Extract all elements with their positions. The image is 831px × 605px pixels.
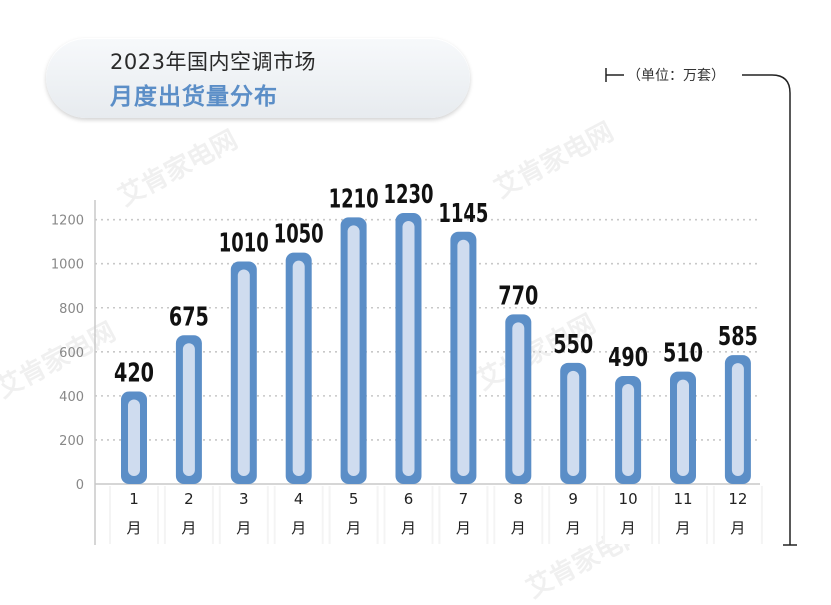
x-tick-label: 9 bbox=[568, 490, 578, 508]
x-tick-label: 4 bbox=[294, 490, 304, 508]
x-tick-label-unit: 月 bbox=[566, 519, 581, 537]
x-tick-label-unit: 月 bbox=[181, 519, 196, 537]
data-label: 1050 bbox=[274, 220, 324, 250]
x-tick-label: 11 bbox=[673, 490, 692, 508]
bar-highlight bbox=[731, 363, 744, 476]
x-tick-label: 12 bbox=[728, 490, 747, 508]
category-tab-inner bbox=[605, 486, 652, 544]
x-tick-label-unit: 月 bbox=[291, 519, 306, 537]
y-tick-label: 0 bbox=[76, 478, 84, 493]
category-tab-inner bbox=[660, 486, 706, 544]
x-tick-label: 1 bbox=[129, 490, 139, 508]
title-pill bbox=[46, 38, 470, 118]
data-label: 510 bbox=[663, 339, 703, 369]
category-tab-inner bbox=[550, 486, 597, 544]
bar-highlight bbox=[457, 239, 470, 476]
x-tick-label: 3 bbox=[239, 490, 249, 508]
unit-bracket bbox=[605, 68, 797, 546]
category-tab-inner bbox=[330, 486, 377, 544]
data-label: 490 bbox=[608, 343, 648, 373]
category-tab-inner bbox=[220, 486, 267, 544]
category-tab-inner bbox=[440, 486, 487, 544]
x-tick-label: 5 bbox=[349, 490, 359, 508]
category-tab-inner bbox=[385, 486, 432, 544]
bar-highlight bbox=[677, 379, 689, 476]
y-tick-label: 200 bbox=[59, 434, 84, 449]
category-tab-inner bbox=[165, 486, 212, 544]
data-label: 675 bbox=[169, 302, 209, 332]
bar-highlight bbox=[622, 384, 635, 476]
x-tick-label-unit: 月 bbox=[730, 519, 745, 537]
x-tick-label-unit: 月 bbox=[346, 519, 361, 537]
data-label: 770 bbox=[498, 281, 538, 311]
y-tick-label: 800 bbox=[59, 302, 84, 317]
unit-label: （单位：万套） bbox=[627, 68, 725, 84]
y-tick-label: 400 bbox=[59, 390, 84, 405]
x-tick-label: 7 bbox=[459, 490, 469, 508]
data-label: 420 bbox=[114, 358, 154, 388]
y-tick-label: 1200 bbox=[51, 214, 84, 229]
x-tick-label-unit: 月 bbox=[126, 519, 141, 537]
category-tab-inner bbox=[495, 486, 542, 544]
data-label: 1230 bbox=[384, 180, 434, 210]
bar-highlight bbox=[347, 225, 360, 476]
x-tick-label: 10 bbox=[619, 490, 638, 508]
x-tick-label-unit: 月 bbox=[236, 519, 251, 537]
category-tab-inner bbox=[275, 486, 322, 544]
x-tick-label-unit: 月 bbox=[511, 519, 526, 537]
bar-highlight bbox=[182, 343, 195, 476]
x-tick-label-unit: 月 bbox=[675, 519, 690, 537]
x-tick-label: 8 bbox=[514, 490, 524, 508]
x-tick-label: 6 bbox=[404, 490, 414, 508]
bar-highlight bbox=[512, 322, 525, 476]
data-label: 1010 bbox=[219, 228, 269, 258]
chart-title: 2023年国内空调市场 bbox=[110, 50, 316, 74]
data-label: 585 bbox=[718, 322, 758, 352]
category-tab-inner bbox=[111, 486, 157, 544]
bar-highlight bbox=[567, 370, 580, 476]
y-tick-label: 600 bbox=[59, 346, 84, 361]
bar-highlight bbox=[292, 260, 305, 476]
x-tick-label: 2 bbox=[184, 490, 194, 508]
data-label: 1145 bbox=[438, 199, 488, 229]
y-tick-label: 1000 bbox=[51, 258, 84, 273]
x-tick-label-unit: 月 bbox=[401, 519, 416, 537]
data-label: 1210 bbox=[329, 184, 379, 214]
x-tick-label-unit: 月 bbox=[621, 519, 636, 537]
x-tick-label-unit: 月 bbox=[456, 519, 471, 537]
bar-highlight bbox=[237, 269, 250, 476]
bar-highlight bbox=[402, 221, 415, 476]
chart-subtitle: 月度出货量分布 bbox=[110, 84, 278, 110]
data-label: 550 bbox=[553, 330, 593, 360]
category-tab-inner bbox=[714, 486, 761, 544]
bar-highlight bbox=[128, 399, 140, 476]
